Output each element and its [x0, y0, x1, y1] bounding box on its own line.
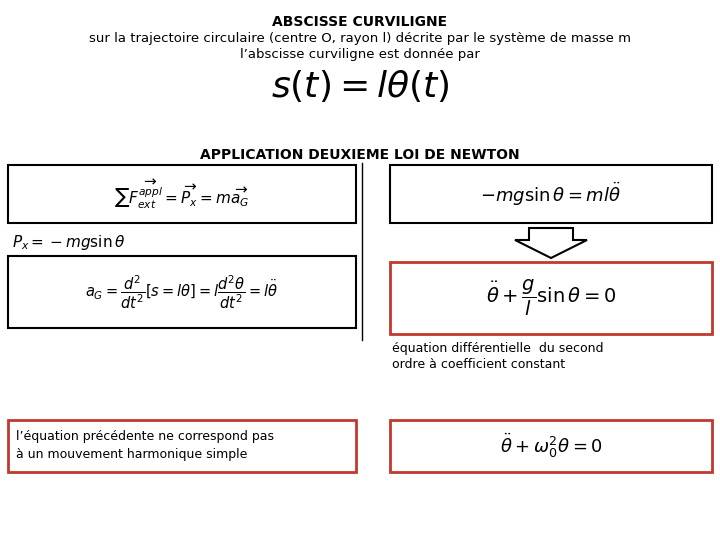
Text: $\sum \overrightarrow{F_{ext}^{appl}} = \overrightarrow{P_x} = m\overrightarrow{: $\sum \overrightarrow{F_{ext}^{appl}} = …	[114, 178, 250, 211]
Text: APPLICATION DEUXIEME LOI DE NEWTON: APPLICATION DEUXIEME LOI DE NEWTON	[200, 148, 520, 162]
Text: l’équation précédente ne correspond pas: l’équation précédente ne correspond pas	[16, 430, 274, 443]
Bar	[8, 420, 356, 472]
Text: $\ddot{\theta} + \dfrac{g}{l}\sin\theta = 0$: $\ddot{\theta} + \dfrac{g}{l}\sin\theta …	[486, 278, 616, 318]
Text: ordre à coefficient constant: ordre à coefficient constant	[392, 358, 565, 371]
Bar	[8, 256, 356, 328]
Text: équation différentielle  du second: équation différentielle du second	[392, 342, 603, 355]
Bar	[390, 420, 712, 472]
Text: $a_G = \dfrac{d^2}{dt^2}[s = l\theta] = l\dfrac{d^2\theta}{dt^2} = l\ddot{\theta: $a_G = \dfrac{d^2}{dt^2}[s = l\theta] = …	[86, 273, 279, 311]
Text: l’abscisse curviligne est donnée par: l’abscisse curviligne est donnée par	[240, 48, 480, 61]
Text: ABSCISSE CURVILIGNE: ABSCISSE CURVILIGNE	[272, 15, 448, 29]
Text: sur la trajectoire circulaire (centre O, rayon l) décrite par le système de mass: sur la trajectoire circulaire (centre O,…	[89, 32, 631, 45]
Text: $-mg\sin\theta = ml\ddot{\theta}$: $-mg\sin\theta = ml\ddot{\theta}$	[480, 180, 621, 208]
Text: $\ddot{\theta} + \omega_0^2\theta = 0$: $\ddot{\theta} + \omega_0^2\theta = 0$	[500, 432, 603, 460]
Text: $s(t) = l\theta(t)$: $s(t) = l\theta(t)$	[271, 68, 449, 104]
Bar	[390, 262, 712, 334]
Bar	[8, 165, 356, 223]
Text: à un mouvement harmonique simple: à un mouvement harmonique simple	[16, 448, 248, 461]
Text: $P_x = -mg\sin\theta$: $P_x = -mg\sin\theta$	[12, 233, 125, 252]
Bar	[390, 165, 712, 223]
Polygon shape	[515, 228, 587, 258]
